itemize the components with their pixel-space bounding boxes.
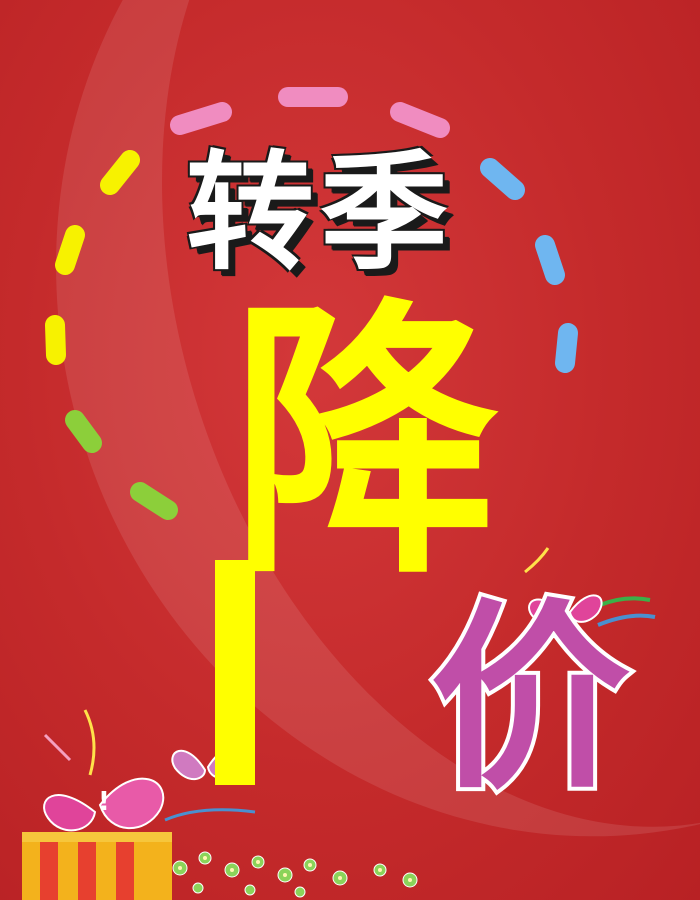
price-char: 价 — [426, 583, 634, 816]
swirl-line-blue — [164, 808, 256, 822]
heart-icon — [528, 594, 603, 624]
headline-text: 转季 — [185, 139, 454, 288]
arc-dash-green-2 — [130, 482, 178, 520]
arc-dash-pink-1 — [170, 102, 232, 135]
arc-dash-blue-1 — [480, 158, 525, 200]
arc-dash-yellow-3 — [45, 315, 66, 365]
gift-box-icon — [22, 832, 172, 900]
heart-icon: ! — [43, 777, 165, 832]
main-char-extended-stroke — [215, 560, 255, 785]
arc-dash-yellow-2 — [55, 225, 85, 275]
main-sale-char: 降 — [231, 276, 499, 613]
swirl-line-pink — [43, 733, 72, 762]
arc-dash-pink-3 — [390, 102, 450, 138]
arc-dash-blue-3 — [555, 323, 578, 373]
arc-dash-yellow-1 — [100, 150, 140, 195]
swirl-line-green — [599, 596, 651, 607]
svg-text:!: ! — [98, 787, 110, 817]
swirl-line-blue — [597, 613, 656, 627]
arc-dash-blue-2 — [535, 235, 565, 285]
swirl-line-yellow — [83, 709, 96, 776]
flower-centers — [178, 856, 412, 882]
swirl-line-yellow — [524, 547, 550, 574]
flower-icon — [172, 851, 418, 898]
arc-dash-green-1 — [65, 410, 102, 453]
